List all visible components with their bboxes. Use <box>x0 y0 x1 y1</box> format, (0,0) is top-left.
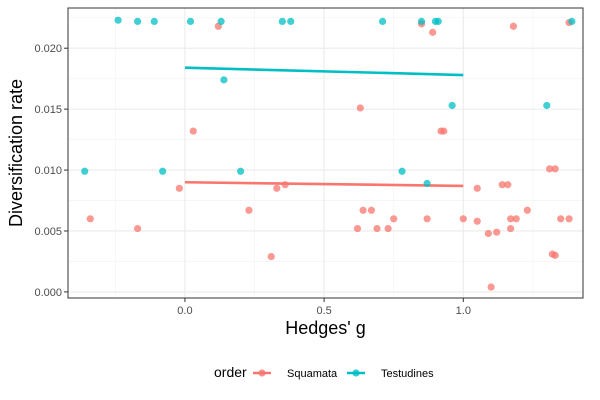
squamata-point <box>512 215 520 223</box>
squamata-point <box>551 165 559 173</box>
testudines-point <box>150 17 158 26</box>
testudines-point <box>220 76 228 84</box>
squamata-point <box>133 224 142 233</box>
testudines-point <box>378 17 387 26</box>
squamata-point <box>473 217 481 225</box>
legend-label-testudines: Testudines <box>381 368 434 380</box>
testudines-point <box>543 101 551 110</box>
squamata-point <box>367 206 376 214</box>
testudines-trend-line <box>184 66 464 77</box>
legend: order Squamata Testudines <box>214 364 434 380</box>
y-tick-label: 0.020 <box>34 43 62 55</box>
squamata-point <box>86 215 94 223</box>
y-axis-ticks: 0.000 0.005 0.010 0.015 0.020 <box>34 43 68 299</box>
legend-key-point-testudines <box>352 369 360 377</box>
squamata-point <box>373 224 381 233</box>
x-tick-label: 1.0 <box>456 305 471 317</box>
legend-label-squamata: Squamata <box>287 368 338 380</box>
major-gridlines <box>68 8 583 298</box>
testudines-point <box>236 167 245 175</box>
y-tick-label: 0.015 <box>34 104 62 116</box>
squamata-point <box>509 22 518 30</box>
squamata-point <box>551 251 559 259</box>
testudines-point <box>434 17 442 26</box>
y-tick-label: 0.010 <box>34 165 62 177</box>
y-axis-title: Diversification rate <box>6 79 26 227</box>
squamata-point <box>390 215 398 223</box>
data-points <box>81 16 576 291</box>
testudines-point <box>81 167 89 175</box>
squamata-point <box>429 28 437 36</box>
squamata-point <box>557 215 565 223</box>
squamata-point <box>487 283 495 291</box>
testudines-point <box>568 17 576 26</box>
squamata-point <box>498 181 506 189</box>
testudines-point <box>448 101 456 110</box>
squamata-point <box>473 184 481 192</box>
squamata-point <box>423 215 431 223</box>
squamata-point <box>245 206 253 214</box>
squamata-point <box>356 104 364 112</box>
squamata-point <box>523 206 531 214</box>
y-tick-label: 0.005 <box>34 226 62 238</box>
legend-key-point-squamata <box>258 369 266 377</box>
plot-panel <box>68 8 583 298</box>
legend-title: order <box>214 364 247 380</box>
squamata-point <box>507 224 515 233</box>
squamata-point <box>565 215 573 223</box>
plot-border <box>67 7 584 299</box>
squamata-point <box>545 165 554 173</box>
squamata-point <box>459 215 467 223</box>
x-tick-label: 0.5 <box>316 305 331 317</box>
squamata-point <box>353 224 362 233</box>
squamata-point <box>384 224 392 233</box>
testudines-point <box>217 17 225 26</box>
squamata-point <box>504 181 512 189</box>
minor-gridlines <box>68 8 583 298</box>
testudines-point <box>159 167 167 175</box>
squamata-point <box>273 184 281 192</box>
squamata-point <box>484 229 492 238</box>
squamata-point <box>281 181 289 189</box>
squamata-point <box>267 252 275 261</box>
testudines-point <box>398 167 406 175</box>
trend-lines <box>184 66 464 188</box>
testudines-point <box>186 17 195 26</box>
squamata-point <box>440 127 448 135</box>
x-tick-label: 0.0 <box>177 305 192 317</box>
squamata-point <box>175 184 183 192</box>
x-axis-ticks: 0.0 0.5 1.0 <box>177 298 471 317</box>
testudines-point <box>423 179 431 188</box>
testudines-point <box>114 16 122 24</box>
testudines-point <box>133 17 142 26</box>
squamata-point <box>359 206 367 214</box>
squamata-point <box>507 215 515 223</box>
testudines-point <box>417 17 426 26</box>
x-axis-title: Hedges' g <box>285 318 366 338</box>
squamata-trend-line <box>184 180 464 188</box>
testudines-point <box>278 17 286 26</box>
testudines-point <box>287 17 295 26</box>
squamata-point <box>189 127 197 135</box>
y-tick-label: 0.000 <box>34 287 62 299</box>
squamata-point <box>493 228 501 236</box>
